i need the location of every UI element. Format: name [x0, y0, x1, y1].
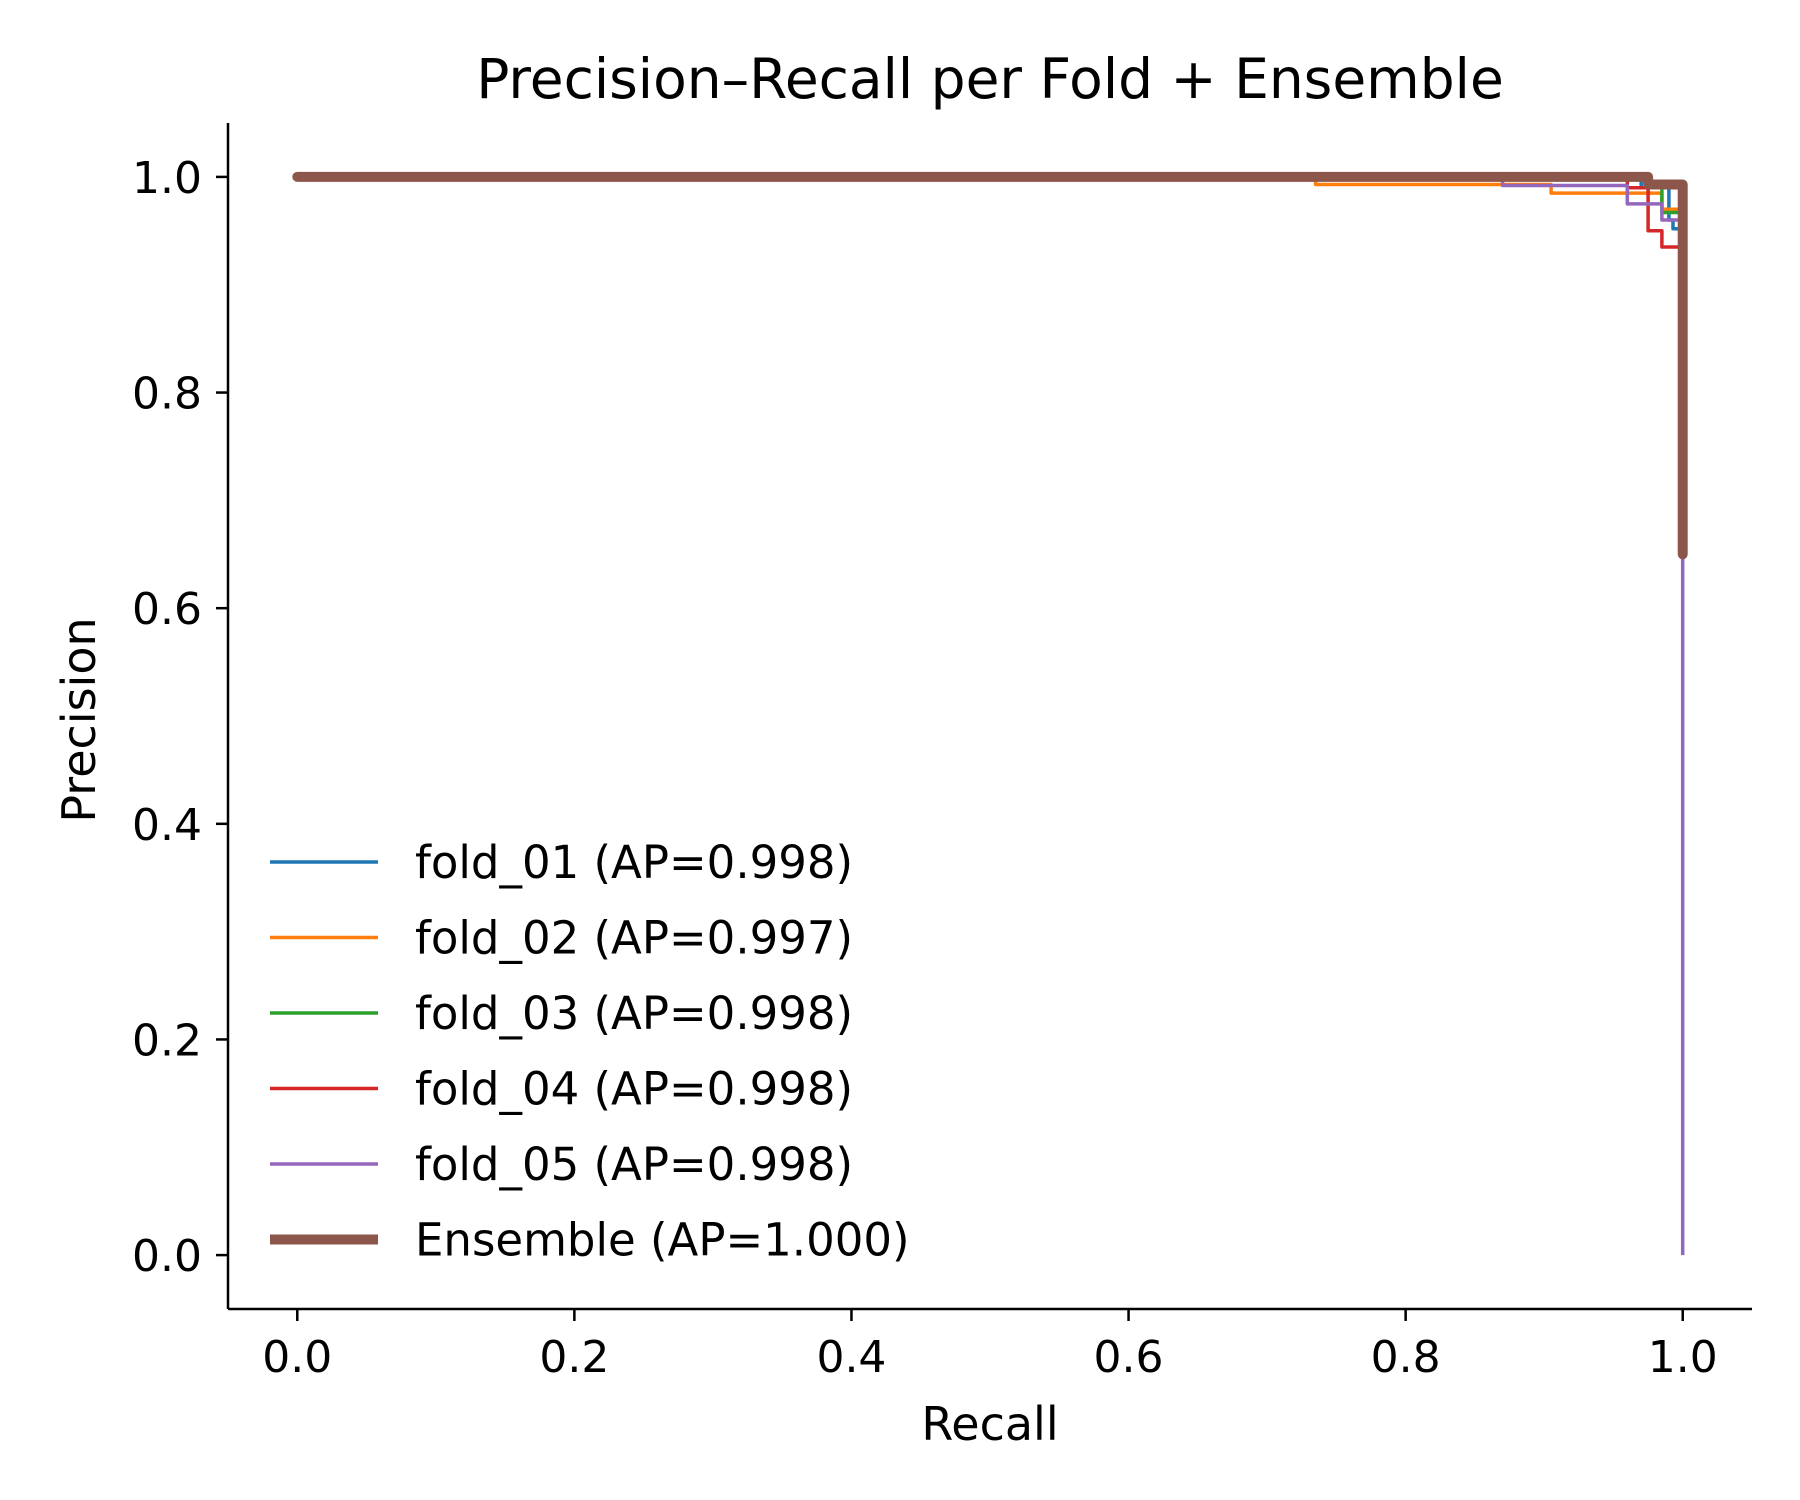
legend-label-4: fold_05 (AP=0.998) [415, 1138, 853, 1191]
axes [226, 123, 1752, 1311]
x-tick-label: 0.4 [816, 1332, 886, 1383]
x-axis-title: Recall [921, 1397, 1058, 1451]
x-tick-label: 1.0 [1648, 1332, 1718, 1383]
legend: fold_01 (AP=0.998) fold_02 (AP=0.997) fold… [270, 836, 910, 1267]
y-tick-label: 0.0 [132, 1231, 202, 1282]
legend-label-1: fold_02 (AP=0.997) [415, 912, 853, 965]
legend-label-2: fold_03 (AP=0.998) [415, 987, 853, 1040]
y-axis-title: Precision [52, 617, 106, 822]
y-tick-label: 0.4 [132, 800, 202, 851]
series-line-1 [297, 175, 1685, 555]
legend-label-5: Ensemble (AP=1.000) [415, 1214, 910, 1267]
x-tick-label: 0.2 [539, 1332, 609, 1383]
x-ticks: 0.0 0.2 0.4 0.6 0.8 1.0 [262, 1309, 1718, 1383]
y-tick-label: 0.2 [132, 1015, 202, 1066]
x-tick-label: 0.6 [1094, 1332, 1164, 1383]
series-line-5 [292, 171, 1688, 560]
x-tick-label: 0.8 [1371, 1332, 1441, 1383]
series-line-3 [297, 175, 1685, 555]
y-tick-label: 0.6 [132, 584, 202, 635]
plot-area [292, 171, 1688, 1256]
legend-label-0: fold_01 (AP=0.998) [415, 836, 853, 889]
series-line-0 [297, 175, 1685, 555]
y-tick-label: 0.8 [132, 369, 202, 420]
series-line-2 [297, 175, 1685, 555]
x-tick-label: 0.0 [262, 1332, 332, 1383]
chart-title: Precision–Recall per Fold + Ensemble [476, 47, 1504, 111]
y-ticks: 0.0 0.2 0.4 0.6 0.8 1.0 [132, 153, 228, 1282]
legend-label-3: fold_04 (AP=0.998) [415, 1063, 853, 1116]
y-tick-label: 1.0 [132, 153, 202, 204]
